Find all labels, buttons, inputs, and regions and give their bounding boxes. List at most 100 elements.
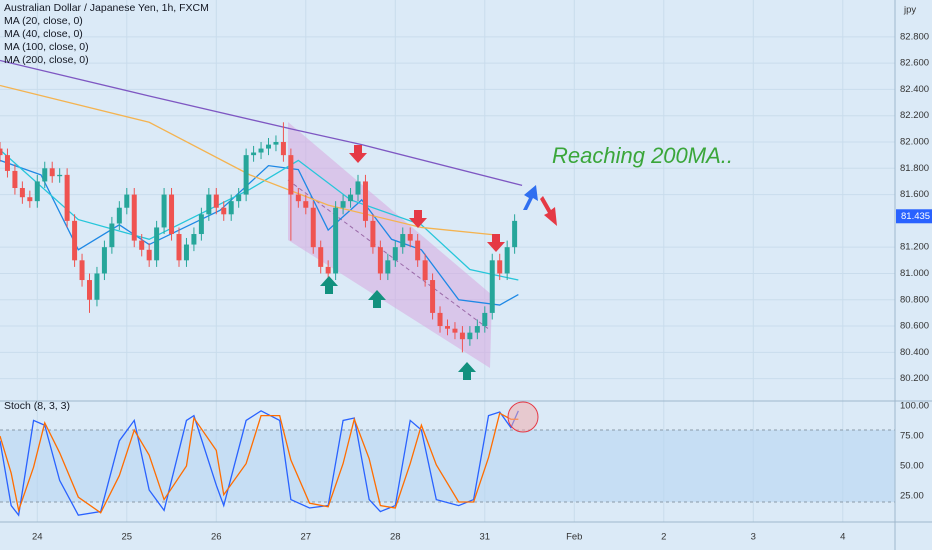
candle-body [422,260,428,281]
candle-body [49,168,55,177]
candle-body [295,194,301,202]
indicator-title: Stoch (8, 3, 3) [4,400,70,412]
arrows [320,145,557,433]
candle-body [415,240,421,261]
candle-body [467,332,473,340]
up-arrow [458,362,476,380]
candle-body [19,188,25,198]
candle-body [183,244,189,261]
legend-entry: MA (20, close, 0) [4,15,83,27]
y-tick-label: 82.000 [900,137,929,148]
candle-body [303,201,309,208]
candle-body [489,260,495,313]
candle-body [116,207,122,224]
candle-body [348,194,354,202]
y-tick-label: 75.00 [900,431,924,442]
moving-average [0,159,519,306]
x-tick-label: 31 [480,532,491,543]
candle-body [221,207,227,215]
y-tick-label: 81.600 [900,189,929,200]
candle-body [198,214,204,235]
x-tick-label: 27 [301,532,312,543]
x-tick-label: 24 [32,532,43,543]
y-tick-label: 80.600 [900,321,929,332]
candle-body [64,174,70,221]
candle-body [355,181,361,195]
y-tick-label: 81.000 [900,268,929,279]
candle-body [236,194,242,202]
candle-body [154,227,160,261]
candle-body [4,155,10,171]
x-tick-label: 3 [751,532,756,543]
candle-body [72,220,78,261]
candle-body [310,207,316,248]
candle-body [12,170,18,189]
candle-body [400,234,406,248]
up-arrow [523,185,538,210]
down-arrow [409,210,427,228]
moving-average [0,59,523,187]
candle-body [437,312,443,327]
x-tick-label: Feb [566,532,582,543]
band [0,430,895,502]
candle-body [325,266,331,274]
y-tick-label: 80.400 [900,347,929,358]
moving-average [0,149,519,281]
candle-body [362,181,368,221]
y-tick-label: 80.200 [900,373,929,384]
candle-body [482,312,488,327]
candle-body [176,234,182,261]
candle-body [377,247,383,274]
candle-body [87,280,92,300]
channel [288,122,492,368]
candle-body [206,194,212,215]
legend-entry: MA (40, close, 0) [4,28,83,40]
candle-body [146,249,152,261]
candle-body [273,141,279,145]
candle-body [288,155,294,195]
candle-body [452,328,458,333]
y-tick-label: 81.200 [900,242,929,253]
candle-body [407,234,413,241]
candle-body [333,207,339,274]
candle-body [385,260,391,274]
chart-title: Australian Dollar / Japanese Yen, 1h, FX… [4,2,209,14]
up-arrow [320,276,338,294]
indicator-line [0,412,519,514]
currency: jpy [903,5,916,16]
down-arrow [349,145,367,163]
candle-body [266,144,271,149]
candle-body [474,326,480,333]
candle-body [340,201,346,208]
candle-body [131,194,137,241]
last-price-marker [896,209,932,224]
candle-body [27,197,33,202]
candle-body [79,260,85,281]
candle-body [169,194,175,235]
candle-body [94,273,100,300]
y-tick-label: 82.600 [900,58,929,69]
down-arrow [540,196,557,226]
x-tick-label: 28 [390,532,401,543]
y-tick-label: 81.800 [900,163,929,174]
y-tick-label: 25.00 [900,490,924,501]
annotation: Reaching 200MA.. [552,143,733,168]
candle-body [392,247,398,261]
candle-body [280,141,286,156]
down-arrow [487,234,505,252]
y-tick-label: 80.800 [900,294,929,305]
last-price-label: 81.435 [901,211,930,222]
marks [0,59,523,517]
candle-body [243,155,249,195]
candle-body [497,260,503,274]
candle-body [370,220,376,248]
x-tick-label: 25 [122,532,133,543]
candle-body [430,280,436,313]
up-arrow [368,290,386,308]
candle-body [109,223,115,248]
candle-body [124,194,130,208]
y-tick-label: 100.00 [900,401,929,412]
y-tick-label: 82.400 [900,84,929,95]
legend-entry: MA (200, close, 0) [4,54,89,66]
